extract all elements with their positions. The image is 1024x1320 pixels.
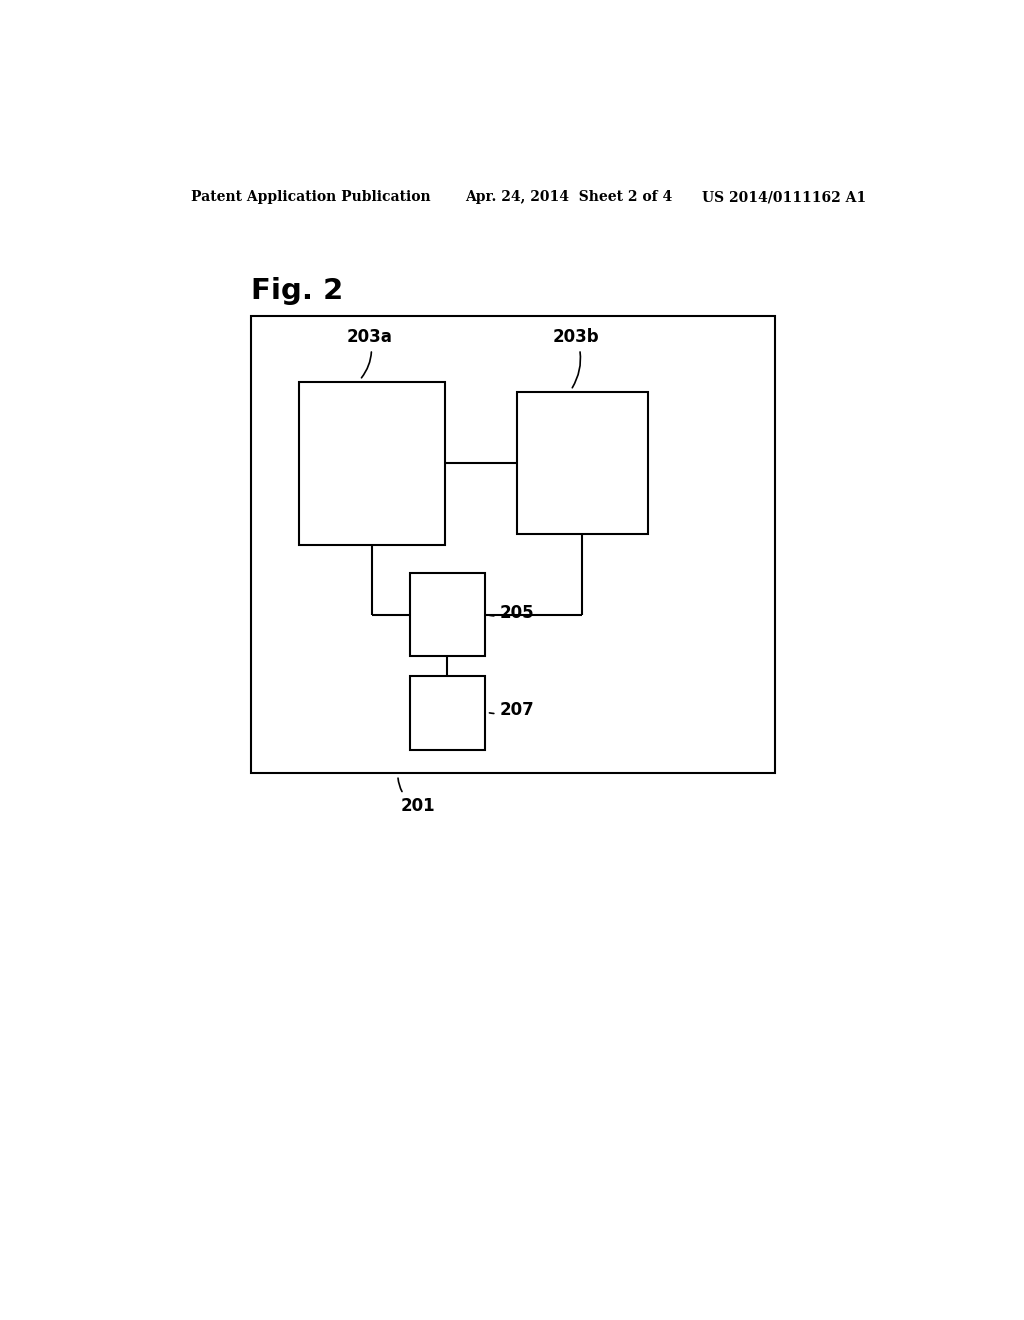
Text: Patent Application Publication: Patent Application Publication bbox=[191, 190, 431, 205]
Text: 205: 205 bbox=[489, 603, 535, 622]
Text: 203a: 203a bbox=[347, 329, 393, 378]
Text: US 2014/0111162 A1: US 2014/0111162 A1 bbox=[701, 190, 866, 205]
Bar bbox=[410, 676, 485, 750]
Bar bbox=[299, 381, 445, 545]
Bar bbox=[410, 573, 485, 656]
Bar bbox=[251, 315, 775, 774]
Text: Fig. 2: Fig. 2 bbox=[251, 276, 343, 305]
Bar bbox=[517, 392, 648, 535]
Text: 203b: 203b bbox=[553, 329, 600, 388]
Text: 201: 201 bbox=[398, 777, 435, 814]
Text: Apr. 24, 2014  Sheet 2 of 4: Apr. 24, 2014 Sheet 2 of 4 bbox=[465, 190, 673, 205]
Text: 207: 207 bbox=[489, 701, 535, 719]
